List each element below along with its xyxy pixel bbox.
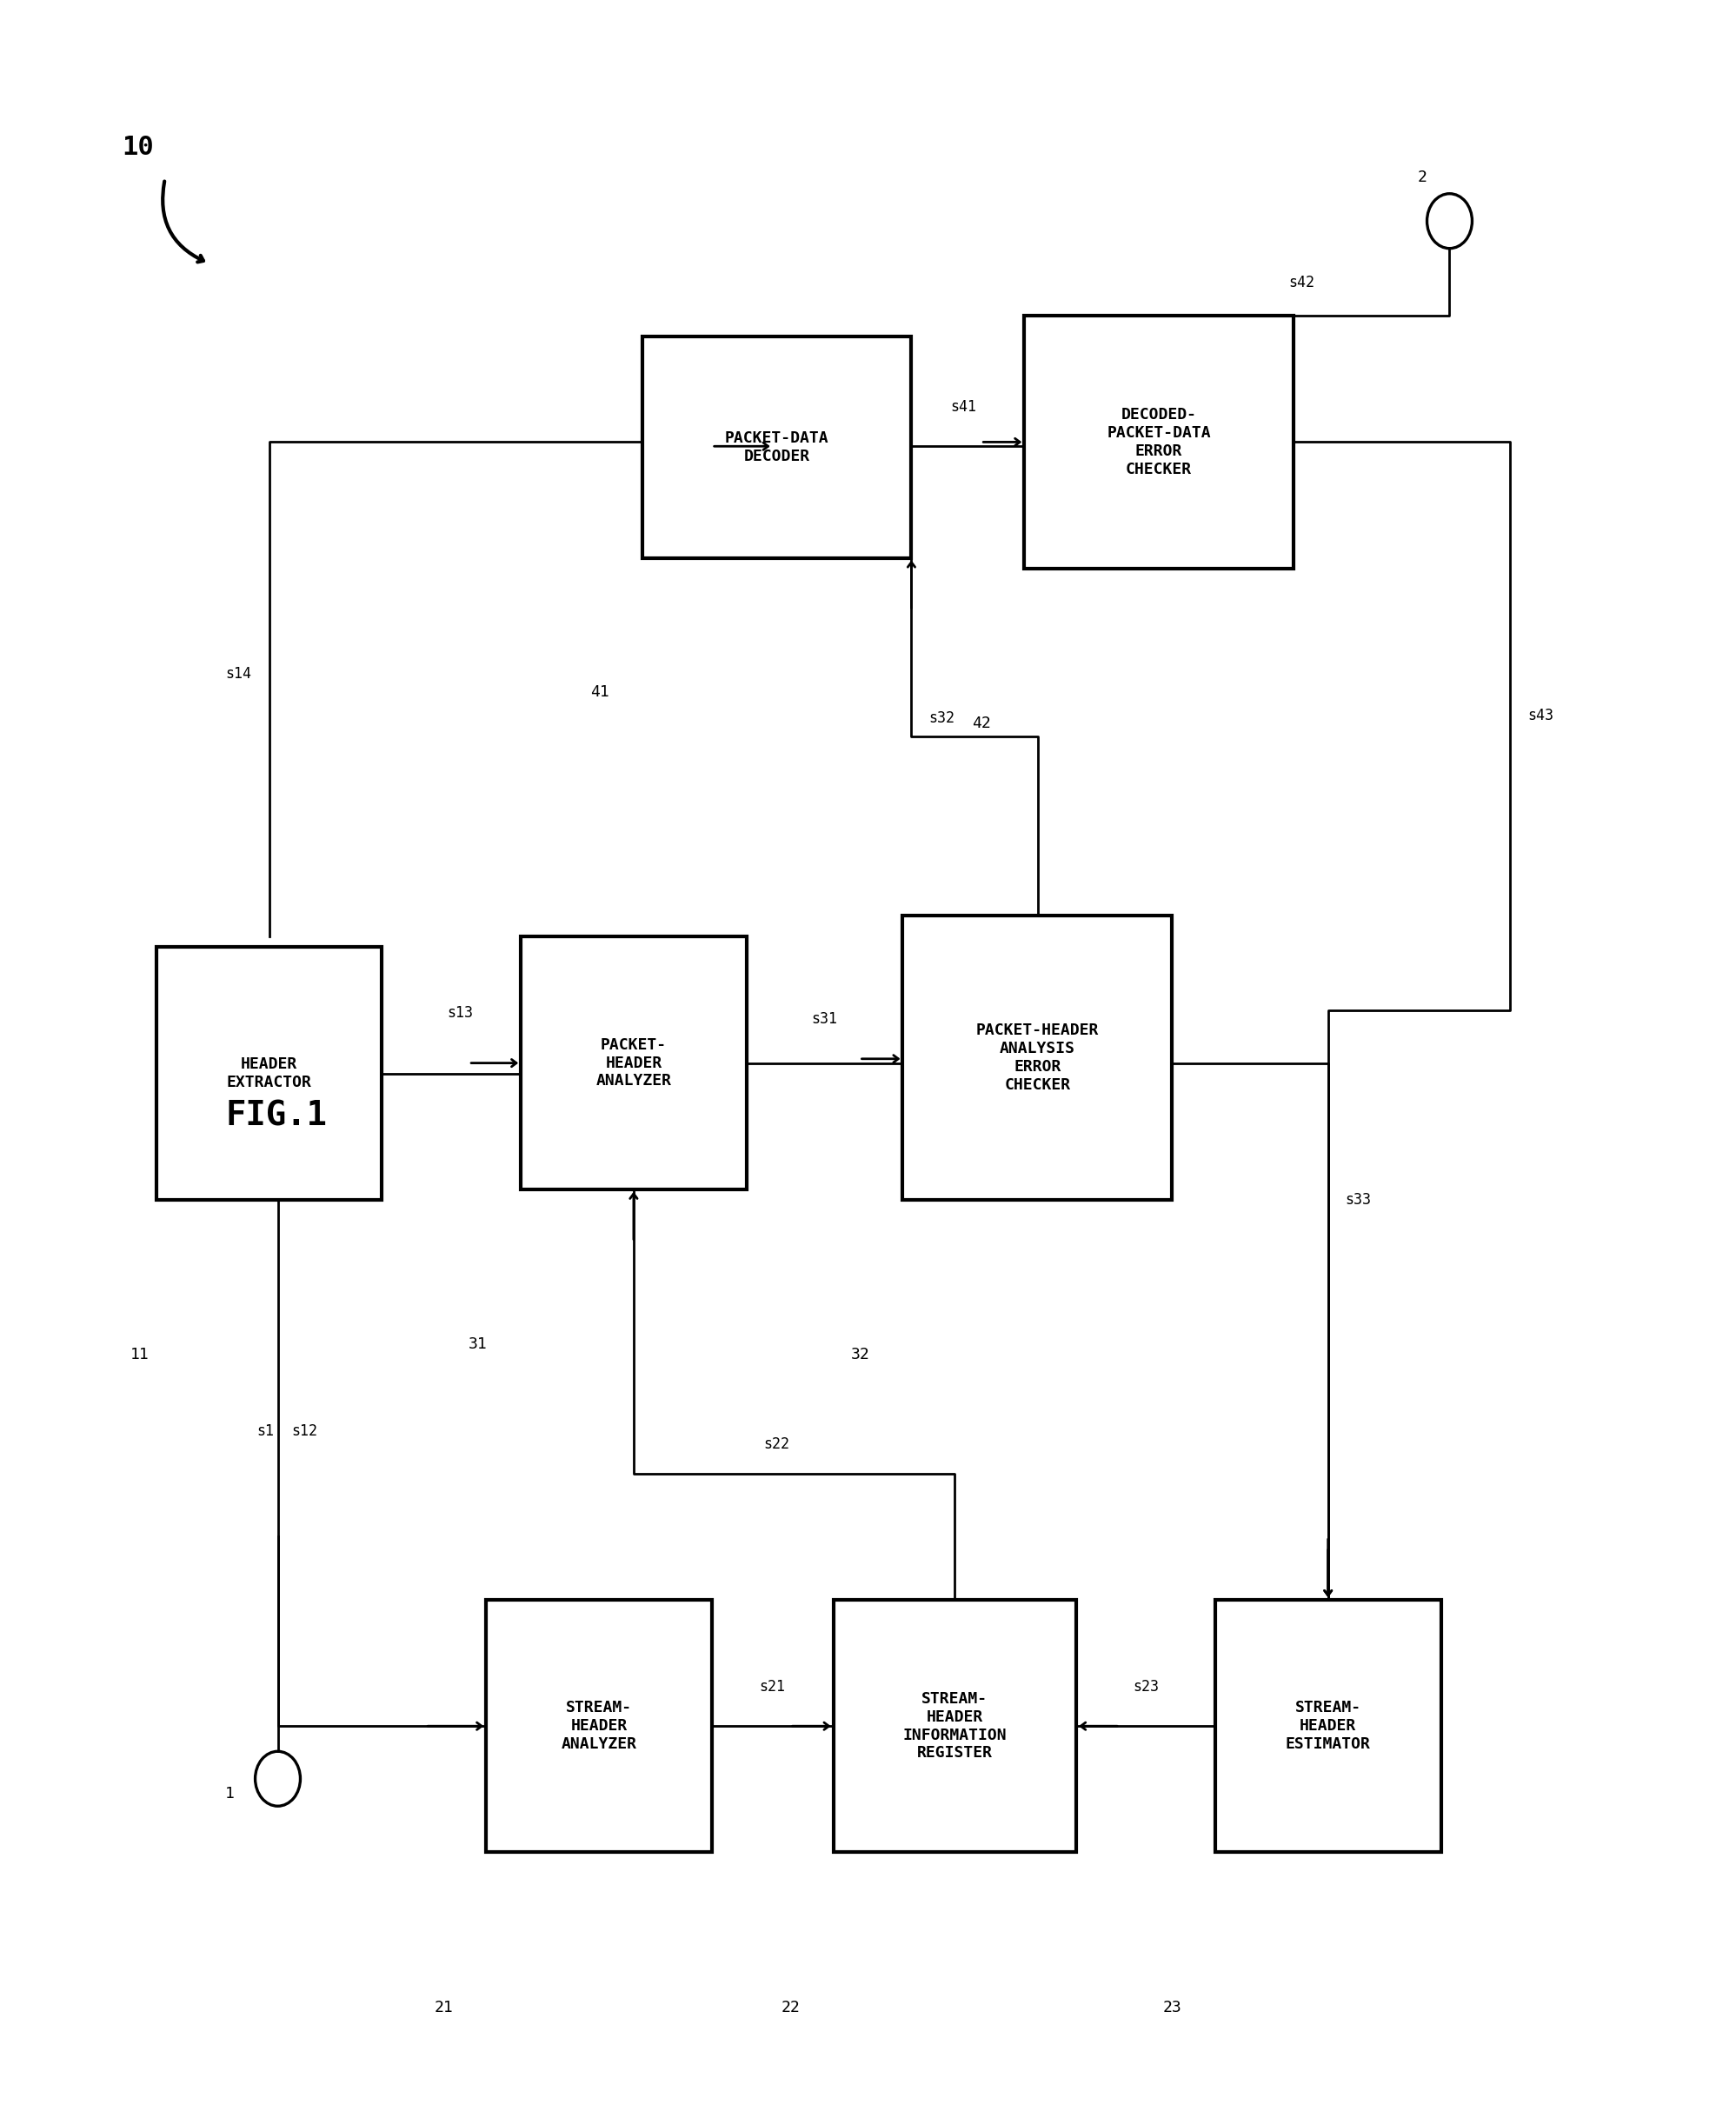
Text: 31: 31: [469, 1337, 488, 1351]
FancyBboxPatch shape: [1215, 1600, 1441, 1852]
Text: 23: 23: [1163, 2000, 1182, 2014]
Text: s32: s32: [929, 711, 955, 726]
Text: 32: 32: [851, 1347, 870, 1362]
Text: s13: s13: [446, 1006, 474, 1021]
FancyBboxPatch shape: [903, 916, 1172, 1200]
Text: 22: 22: [781, 2000, 800, 2014]
Text: 2: 2: [1418, 171, 1427, 185]
Text: s41: s41: [950, 400, 977, 415]
FancyBboxPatch shape: [521, 937, 746, 1189]
Text: s14: s14: [226, 665, 252, 682]
Text: s33: s33: [1345, 1191, 1371, 1208]
Text: s21: s21: [759, 1680, 786, 1695]
Text: 41: 41: [590, 684, 609, 699]
Text: s23: s23: [1132, 1680, 1160, 1695]
Text: s42: s42: [1288, 276, 1316, 290]
Text: s12: s12: [292, 1423, 318, 1440]
Text: s31: s31: [811, 1013, 838, 1027]
FancyBboxPatch shape: [156, 947, 382, 1200]
Text: DECODED-
PACKET-DATA
ERROR
CHECKER: DECODED- PACKET-DATA ERROR CHECKER: [1108, 406, 1210, 478]
Text: s22: s22: [764, 1438, 790, 1452]
Text: FIG.1: FIG.1: [226, 1099, 328, 1132]
FancyBboxPatch shape: [642, 337, 911, 558]
Text: STREAM-
HEADER
INFORMATION
REGISTER: STREAM- HEADER INFORMATION REGISTER: [903, 1690, 1007, 1762]
Text: STREAM-
HEADER
ESTIMATOR: STREAM- HEADER ESTIMATOR: [1285, 1701, 1371, 1751]
Text: STREAM-
HEADER
ANALYZER: STREAM- HEADER ANALYZER: [561, 1701, 637, 1751]
Text: 21: 21: [434, 2000, 453, 2014]
Text: HEADER
EXTRACTOR: HEADER EXTRACTOR: [226, 1057, 312, 1090]
Text: s1: s1: [257, 1423, 274, 1440]
FancyBboxPatch shape: [486, 1600, 712, 1852]
FancyBboxPatch shape: [1024, 316, 1293, 568]
Text: 1: 1: [226, 1785, 234, 1802]
Text: s43: s43: [1528, 707, 1554, 724]
Text: PACKET-HEADER
ANALYSIS
ERROR
CHECKER: PACKET-HEADER ANALYSIS ERROR CHECKER: [976, 1023, 1099, 1092]
Text: PACKET-DATA
DECODER: PACKET-DATA DECODER: [726, 429, 828, 465]
Text: 42: 42: [972, 716, 991, 730]
Text: 11: 11: [130, 1347, 149, 1362]
FancyBboxPatch shape: [833, 1600, 1076, 1852]
Text: PACKET-
HEADER
ANALYZER: PACKET- HEADER ANALYZER: [595, 1038, 672, 1088]
Text: 10: 10: [122, 135, 153, 160]
